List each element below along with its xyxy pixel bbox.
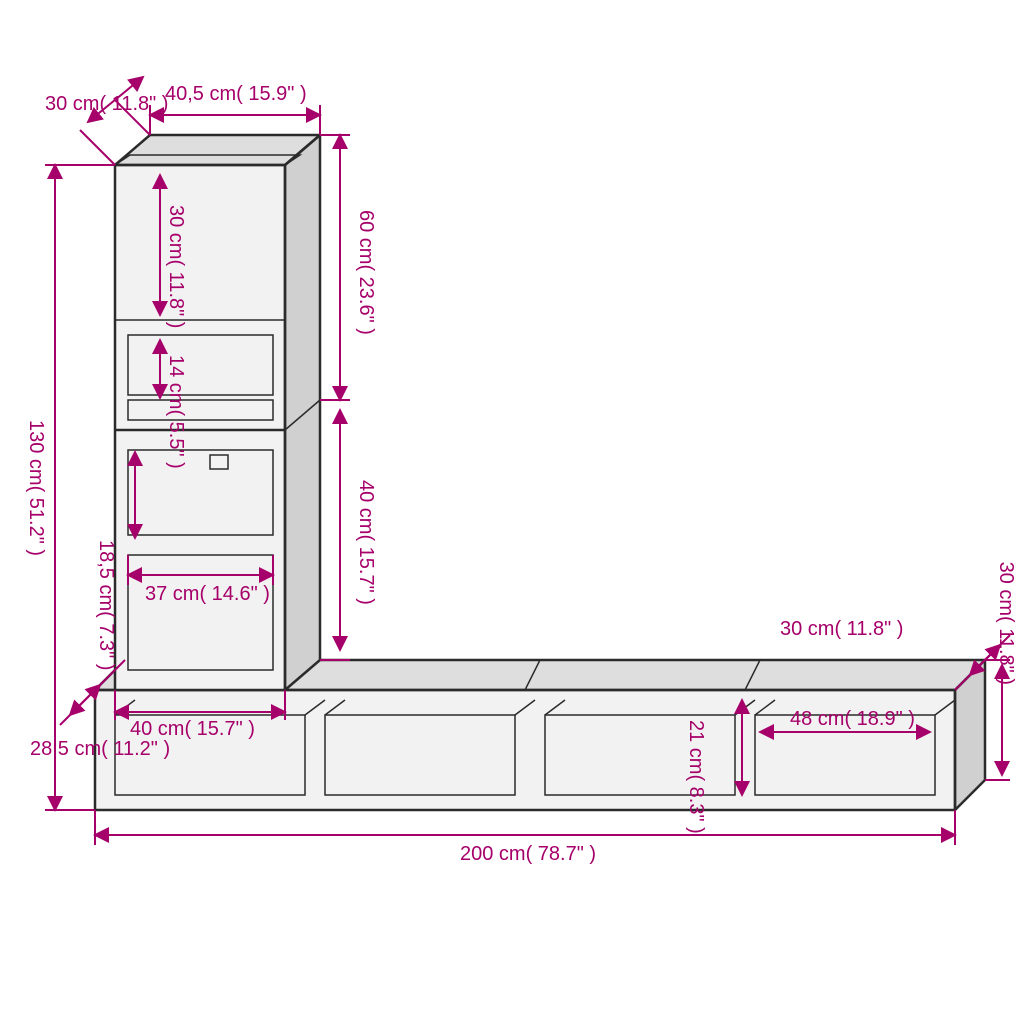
dim-upper_unit_h: 60 cm( 23.6" ) (355, 210, 377, 335)
dim-shelf_gap: 14 cm( 5.5" ) (165, 355, 187, 469)
dim-total_width: 200 cm( 78.7" ) (460, 843, 596, 865)
dim-bench_open_h: 21 cm( 8.3" ) (685, 720, 707, 834)
dim-bench_height: 30 cm( 11.8" ) (995, 562, 1017, 685)
dim-bench_open_w: 48 cm( 18.9" ) (790, 708, 915, 730)
dim-bench_depth_r: 30 cm( 11.8" ) (780, 618, 903, 640)
dim-inner_width: 37 cm( 14.6" ) (145, 583, 270, 605)
dim-side_depth: 28,5 cm( 11.2" ) (30, 738, 170, 760)
tall-unit (115, 135, 320, 690)
dim-width_top: 40,5 cm( 15.9" ) (165, 83, 307, 105)
dim-door_open_h: 30 cm( 11.8" ) (165, 205, 187, 328)
dim-tall_base_w: 40 cm( 15.7" ) (130, 718, 255, 740)
dim-lower_open_h: 18,5 cm( 7.3" ) (95, 540, 117, 670)
dim-total_height: 130 cm( 51.2" ) (25, 420, 47, 556)
dim-lower_unit_h: 40 cm( 15.7" ) (355, 480, 377, 605)
